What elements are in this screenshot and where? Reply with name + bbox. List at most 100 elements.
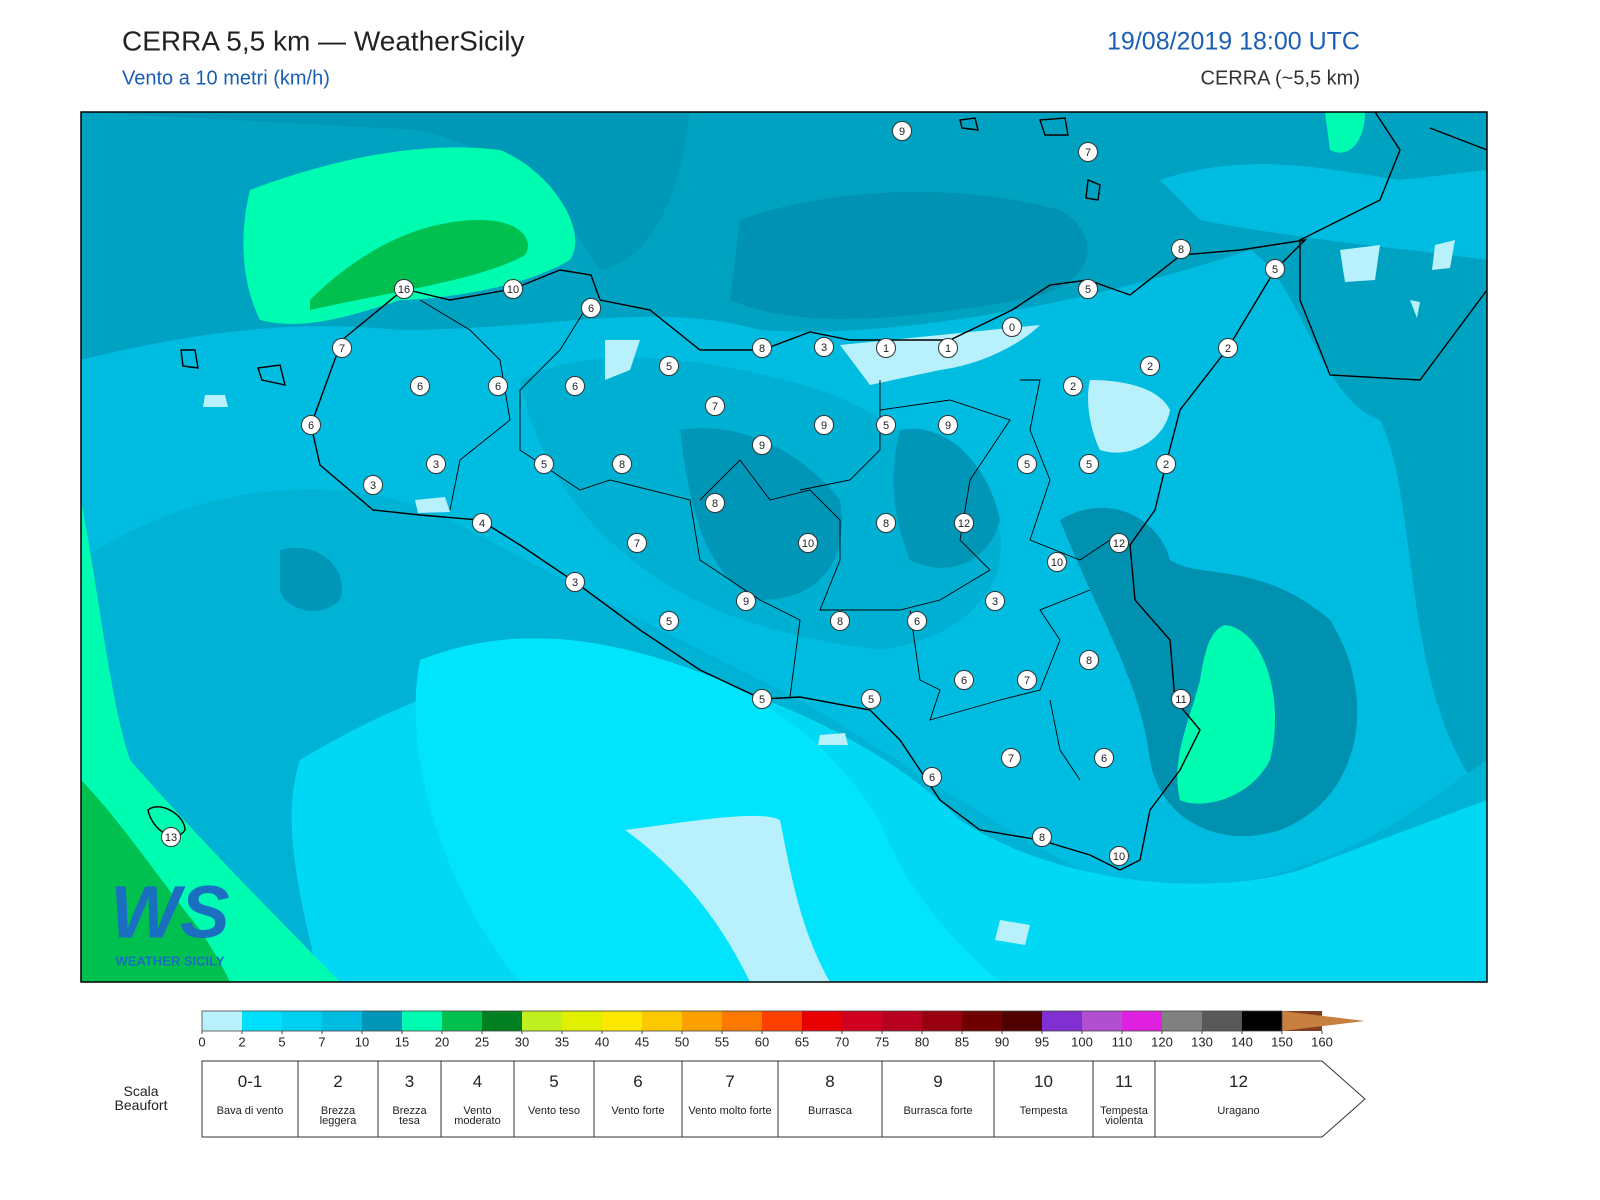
colorbar: 0 2 5 7 10 15 20 25 30 35 40 45 50 55 60 65 70 75 80 85 90 95… [198,1010,1365,1049]
station-marker [565,572,585,592]
station-marker [503,279,523,299]
station-marker [830,611,850,631]
station-marker [876,415,896,435]
beaufort-force: 12 [1229,1072,1248,1091]
station-marker [752,435,772,455]
color-swatch [1042,1011,1082,1031]
station-value: 7 [1024,675,1030,687]
station-value: 7 [712,401,718,413]
station-marker [736,591,756,611]
station-value: 5 [868,694,874,706]
station-value: 8 [837,616,843,628]
color-swatch [722,1011,762,1031]
beaufort-label: Vento moderato [454,1105,501,1127]
color-swatch [682,1011,722,1031]
station-marker [161,827,181,847]
station-value: 5 [1086,459,1092,471]
tick-label: 55 [715,1034,729,1049]
station-value: 10 [802,538,814,550]
color-swatch [442,1011,482,1031]
station-value: 5 [666,616,672,628]
beaufort-label: Vento forte [611,1105,665,1117]
station-marker [907,611,927,631]
model-label: CERRA (~5,5 km) [1201,67,1360,89]
color-swatch [1002,1011,1042,1031]
station-value: 6 [588,303,594,315]
station-value: 5 [1024,459,1030,471]
station-marker [1109,846,1129,866]
tick-label: 60 [755,1034,769,1049]
station-value: 12 [958,518,970,530]
station-marker [1017,454,1037,474]
station-marker [861,689,881,709]
beaufort-force: 11 [1115,1072,1133,1091]
station-value: 5 [759,694,765,706]
color-swatch-arrow [1282,1011,1365,1031]
station-marker [752,338,772,358]
station-value: 3 [821,342,827,354]
color-swatch [202,1011,242,1031]
station-marker [659,356,679,376]
tick-label: 120 [1151,1034,1173,1049]
station-value: 3 [370,480,376,492]
station-marker [892,121,912,141]
tick-label: 160 [1311,1034,1333,1049]
color-swatch [242,1011,282,1031]
beaufort-label: Burrasca forte [903,1105,973,1117]
station-value: 6 [495,381,501,393]
color-swatch [1162,1011,1202,1031]
station-marker [426,454,446,474]
tick-label: 2 [238,1034,245,1049]
color-swatch [362,1011,402,1031]
station-value: 8 [759,343,765,355]
title: CERRA 5,5 km — WeatherSicily [122,25,525,56]
color-swatch [482,1011,522,1031]
station-value: 0 [1009,322,1015,334]
tick-label: 20 [435,1034,449,1049]
color-swatch [762,1011,802,1031]
station-value: 7 [634,538,640,550]
station-marker [332,338,352,358]
station-value: 8 [883,518,889,530]
station-value: 9 [899,126,905,138]
station-value: 3 [433,459,439,471]
station-marker [1094,748,1114,768]
tick-label: 110 [1112,1034,1133,1049]
station-value: 6 [308,420,314,432]
color-swatch [642,1011,682,1031]
station-value: 5 [666,361,672,373]
station-value: 10 [507,284,519,296]
station-value: 12 [1113,538,1125,550]
beaufort-title: Scala Beaufort [114,1083,168,1113]
station-marker [1109,533,1129,553]
beaufort-force: 4 [472,1072,483,1091]
tick-label: 30 [515,1034,529,1049]
station-value: 9 [743,596,749,608]
station-marker [1017,670,1037,690]
color-swatch [402,1011,442,1031]
beaufort-force: 0-1 [237,1072,263,1091]
station-marker [1078,279,1098,299]
station-marker [581,298,601,318]
beaufort-force: 7 [725,1072,735,1091]
station-marker [1079,454,1099,474]
beaufort-label: Tempesta violenta [1100,1105,1148,1127]
color-swatch [962,1011,1002,1031]
tick-label: 45 [635,1034,649,1049]
color-swatch [602,1011,642,1031]
station-marker [1032,827,1052,847]
datetime: 19/08/2019 18:00 UTC [1107,28,1360,56]
beaufort-force: 6 [633,1072,643,1091]
station-marker [922,767,942,787]
station-value: 2 [1147,361,1153,373]
station-value: 5 [1085,284,1091,296]
station-marker [301,415,321,435]
color-swatch [522,1011,562,1031]
station-marker [985,591,1005,611]
station-marker [705,493,725,513]
beaufort-label: Vento molto forte [688,1105,772,1117]
tick-label: 70 [835,1034,849,1049]
wind-field [81,112,1487,982]
